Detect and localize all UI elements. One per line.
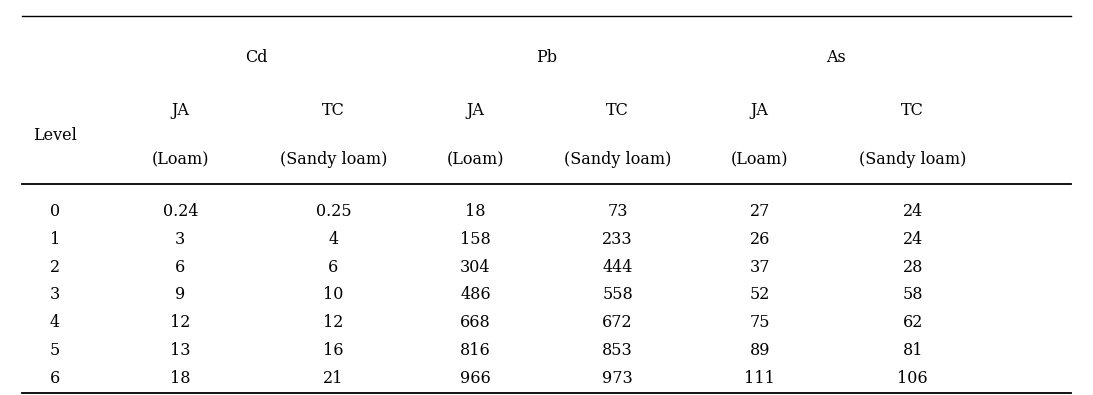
Text: 13: 13 [171,342,190,359]
Text: As: As [826,49,846,66]
Text: (Loam): (Loam) [447,151,504,169]
Text: TC: TC [607,102,628,119]
Text: 5: 5 [49,342,60,359]
Text: 12: 12 [324,314,343,331]
Text: 37: 37 [750,258,769,276]
Text: 58: 58 [903,286,922,303]
Text: Pb: Pb [536,49,557,66]
Text: 158: 158 [460,231,491,248]
Text: (Loam): (Loam) [731,151,788,169]
Text: 558: 558 [602,286,633,303]
Text: 28: 28 [903,258,922,276]
Text: 816: 816 [460,342,491,359]
Text: Cd: Cd [246,49,268,66]
Text: 966: 966 [460,370,491,387]
Text: 21: 21 [324,370,343,387]
Text: 1: 1 [49,231,60,248]
Text: (Sandy loam): (Sandy loam) [564,151,671,169]
Text: 4: 4 [49,314,60,331]
Text: JA: JA [751,102,768,119]
Text: 973: 973 [602,370,633,387]
Text: 304: 304 [460,258,491,276]
Text: TC: TC [322,102,344,119]
Text: 9: 9 [175,286,186,303]
Text: 6: 6 [175,258,186,276]
Text: 89: 89 [750,342,769,359]
Text: 3: 3 [175,231,186,248]
Text: JA: JA [172,102,189,119]
Text: 0.25: 0.25 [316,203,351,220]
Text: 52: 52 [750,286,769,303]
Text: 668: 668 [460,314,491,331]
Text: 111: 111 [744,370,775,387]
Text: 3: 3 [49,286,60,303]
Text: 486: 486 [460,286,491,303]
Text: 106: 106 [897,370,928,387]
Text: 672: 672 [602,314,633,331]
Text: 0.24: 0.24 [163,203,198,220]
Text: TC: TC [902,102,924,119]
Text: 444: 444 [602,258,633,276]
Text: 4: 4 [328,231,339,248]
Text: 2: 2 [49,258,60,276]
Text: 10: 10 [324,286,343,303]
Text: JA: JA [467,102,484,119]
Text: Level: Level [33,127,77,144]
Text: 6: 6 [49,370,60,387]
Text: 81: 81 [903,342,922,359]
Text: 18: 18 [466,203,485,220]
Text: 12: 12 [171,314,190,331]
Text: 233: 233 [602,231,633,248]
Text: 6: 6 [328,258,339,276]
Text: 853: 853 [602,342,633,359]
Text: 0: 0 [49,203,60,220]
Text: 16: 16 [324,342,343,359]
Text: 26: 26 [750,231,769,248]
Text: 18: 18 [171,370,190,387]
Text: (Sandy loam): (Sandy loam) [280,151,387,169]
Text: (Loam): (Loam) [152,151,209,169]
Text: 62: 62 [903,314,922,331]
Text: 75: 75 [750,314,769,331]
Text: 27: 27 [750,203,769,220]
Text: 73: 73 [608,203,627,220]
Text: 24: 24 [903,231,922,248]
Text: 24: 24 [903,203,922,220]
Text: (Sandy loam): (Sandy loam) [859,151,966,169]
